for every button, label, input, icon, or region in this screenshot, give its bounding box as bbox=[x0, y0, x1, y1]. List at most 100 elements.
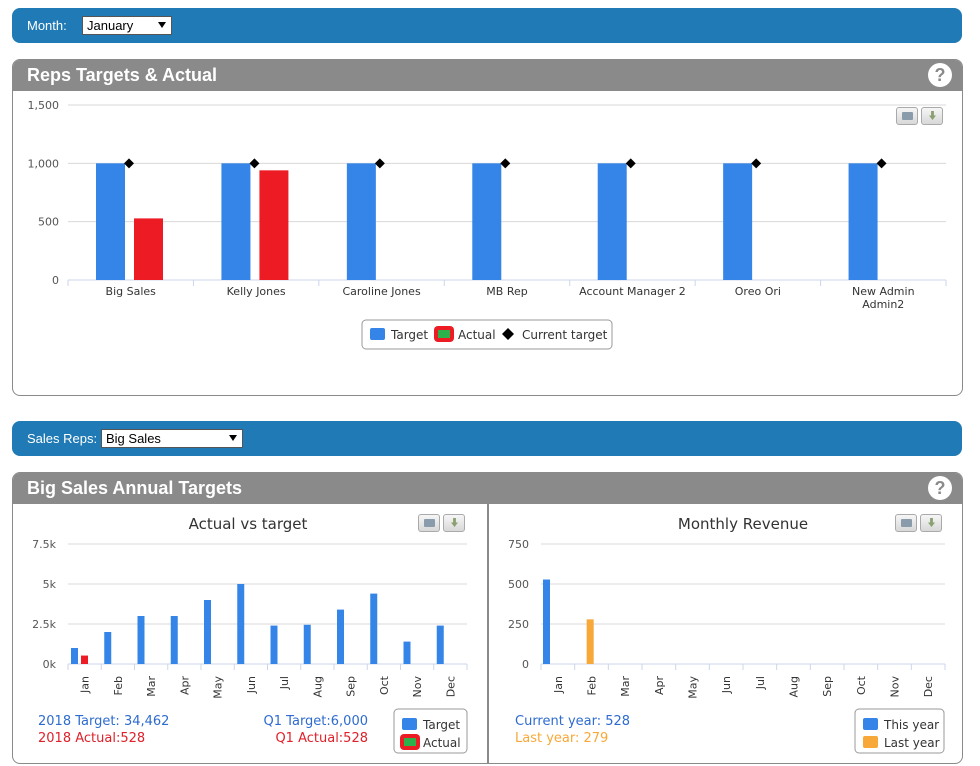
legend-actual-label: Actual bbox=[458, 328, 496, 342]
chevron-down-icon bbox=[229, 435, 237, 441]
x-tick-label: Jun bbox=[245, 676, 258, 694]
y-tick-label: 250 bbox=[508, 618, 529, 631]
series-a-bar bbox=[543, 579, 550, 664]
series-a-bar bbox=[270, 625, 278, 664]
summary-2018-target: 2018 Target: 34,462 bbox=[38, 714, 169, 729]
legend-series-b-label: Last year bbox=[884, 736, 940, 750]
actual-bar bbox=[259, 170, 289, 280]
target-bar bbox=[597, 163, 627, 280]
y-tick-label: 0 bbox=[522, 658, 529, 671]
x-tick-label: Sep bbox=[345, 676, 358, 697]
annual-panel-title: Big Sales Annual Targets bbox=[27, 478, 243, 498]
reps-panel-title: Reps Targets & Actual bbox=[27, 65, 218, 85]
sales-reps-label: Sales Reps: bbox=[27, 431, 98, 446]
y-tick-label: 750 bbox=[508, 538, 529, 551]
legend-current-target-label: Current target bbox=[522, 328, 608, 342]
reps-targets-chart: 0 500 1,000 1,500 Big Sales Kelly Jones Caroli… bbox=[28, 99, 947, 350]
series-b-bar bbox=[586, 619, 594, 664]
series-a-bar bbox=[170, 616, 178, 664]
chevron-down-icon bbox=[158, 22, 166, 28]
sales-reps-select[interactable]: Big Sales bbox=[101, 429, 243, 448]
month-filter-bar: Month: January bbox=[12, 8, 962, 43]
x-tick-label: Sep bbox=[821, 676, 834, 697]
annual-targets-panel: Big Sales Annual Targets ? Actual vs tar… bbox=[12, 472, 963, 764]
x-tick-label: Jun bbox=[720, 676, 733, 694]
help-icon[interactable]: ? bbox=[928, 63, 952, 87]
legend-target-label: Target bbox=[390, 328, 428, 342]
series-a-bar bbox=[237, 584, 245, 664]
download-icon bbox=[451, 518, 458, 527]
x-tick-label: May bbox=[687, 676, 700, 699]
x-tick-label: Kelly Jones bbox=[227, 285, 286, 298]
actual-bar bbox=[134, 218, 163, 280]
download-icon bbox=[929, 111, 936, 120]
download-button[interactable] bbox=[920, 514, 942, 532]
help-icon[interactable]: ? bbox=[928, 476, 952, 500]
x-tick-label-line: Oreo Ori bbox=[735, 285, 781, 298]
annual-panel-header: Big Sales Annual Targets ? bbox=[13, 473, 962, 504]
legend-current-target-marker bbox=[502, 328, 514, 340]
x-tick-label: Jan bbox=[552, 676, 565, 694]
target-bar bbox=[723, 163, 753, 280]
x-tick-label: Caroline Jones bbox=[342, 285, 420, 298]
legend-target-swatch bbox=[370, 328, 385, 340]
x-tick-label: New Admin Admin2 bbox=[852, 285, 915, 311]
legend-series-a-label: This year bbox=[883, 718, 939, 732]
download-button[interactable] bbox=[443, 514, 465, 532]
month-select[interactable]: January bbox=[82, 16, 172, 35]
x-tick-label-line: New Admin bbox=[852, 285, 915, 298]
series-a-bar bbox=[137, 616, 145, 664]
download-icon bbox=[928, 518, 935, 527]
legend-box bbox=[361, 319, 613, 350]
panel-divider bbox=[487, 504, 489, 763]
legend-series-b-label: Actual bbox=[423, 736, 461, 750]
print-button[interactable] bbox=[418, 514, 440, 532]
x-tick-label: Nov bbox=[411, 676, 424, 698]
reps-panel-header: Reps Targets & Actual ? bbox=[13, 60, 962, 91]
current-target-marker bbox=[124, 158, 134, 169]
legend-series-b-swatch-inner bbox=[404, 738, 416, 746]
x-tick-label: Aug bbox=[311, 676, 324, 697]
x-tick-label: May bbox=[212, 676, 225, 699]
series-a-bar bbox=[436, 625, 444, 664]
target-bar bbox=[96, 163, 125, 280]
x-tick-label-line: Admin2 bbox=[862, 298, 904, 311]
legend-series-a-label: Target bbox=[422, 718, 460, 732]
current-target-marker bbox=[374, 158, 385, 169]
print-button[interactable] bbox=[895, 514, 917, 532]
y-tick-label: 7.5k bbox=[32, 538, 56, 551]
current-target-marker bbox=[249, 158, 260, 169]
x-tick-label: Oct bbox=[378, 675, 391, 695]
monthly-revenue-chart: Monthly Revenue 0 250 500 750 Jan Feb Mar Apr May… bbox=[508, 515, 946, 754]
x-tick-label-line: Caroline Jones bbox=[342, 285, 420, 298]
printer-icon bbox=[901, 519, 912, 527]
x-tick-label: Apr bbox=[653, 676, 666, 696]
summary-q1-actual: Q1 Actual:528 bbox=[275, 731, 368, 746]
x-tick-label: Big Sales bbox=[106, 285, 157, 298]
x-tick-label: Feb bbox=[112, 676, 125, 695]
series-b-bar bbox=[81, 655, 88, 664]
target-bar bbox=[848, 163, 878, 280]
current-target-marker bbox=[876, 158, 887, 169]
printer-icon bbox=[902, 112, 913, 120]
y-tick-label: 500 bbox=[38, 216, 59, 229]
actual-vs-target-chart: Actual vs target 0k 2.5k 5k 7.5k Jan Feb Mar Apr… bbox=[32, 515, 468, 754]
target-bar bbox=[472, 163, 502, 280]
target-bar bbox=[221, 163, 251, 280]
x-tick-label: Aug bbox=[788, 676, 801, 697]
print-button[interactable] bbox=[896, 107, 918, 125]
month-select-value: January bbox=[87, 18, 134, 33]
summary-2018-actual: 2018 Actual:528 bbox=[38, 731, 145, 746]
x-tick-label: Mar bbox=[619, 676, 632, 697]
current-target-marker bbox=[625, 158, 636, 169]
y-tick-label: 2.5k bbox=[32, 618, 56, 631]
sales-reps-select-value: Big Sales bbox=[106, 431, 161, 446]
legend-actual-swatch-inner bbox=[438, 330, 450, 338]
series-a-bar bbox=[71, 648, 78, 664]
x-tick-label: Oreo Ori bbox=[735, 285, 781, 298]
x-tick-label-line: Kelly Jones bbox=[227, 285, 286, 298]
download-button[interactable] bbox=[921, 107, 943, 125]
y-tick-label: 1,500 bbox=[28, 99, 60, 112]
printer-icon bbox=[424, 519, 435, 527]
x-tick-label: Jan bbox=[79, 676, 92, 694]
